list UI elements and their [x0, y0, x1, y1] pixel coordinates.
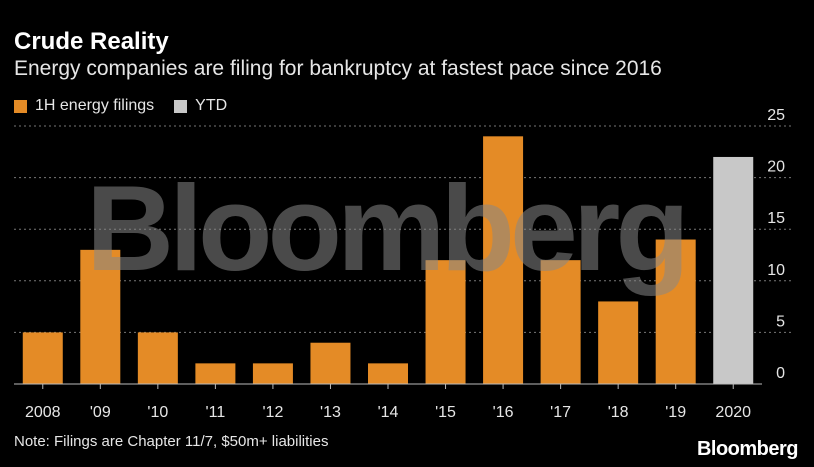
bar-11	[195, 363, 236, 384]
bar-15	[425, 260, 466, 384]
y-tick-label: 25	[767, 107, 785, 124]
y-tick-label: 10	[767, 262, 785, 279]
x-tick-label: '09	[90, 404, 111, 421]
legend: 1H energy filings YTD	[14, 97, 247, 115]
x-tick-label: '19	[665, 404, 686, 421]
bar-12	[252, 363, 293, 384]
bar-18	[598, 301, 639, 384]
bar-17	[540, 260, 581, 384]
bar-16	[483, 136, 524, 384]
x-tick-label: 2008	[25, 404, 61, 421]
bar-09	[80, 249, 121, 384]
x-tick-label: '17	[550, 404, 571, 421]
y-tick-label: 5	[776, 313, 785, 330]
y-tick-label: 15	[767, 210, 785, 227]
x-tick-label: '13	[320, 404, 341, 421]
x-tick-label: '11	[206, 404, 226, 421]
y-tick-label: 20	[767, 159, 785, 176]
bar-14	[368, 363, 408, 384]
x-tick-label: 2020	[715, 404, 751, 421]
chart-title: Crude Reality	[14, 28, 169, 55]
legend-swatch-1h	[14, 99, 27, 113]
bar-13	[310, 342, 351, 384]
bar-10	[137, 332, 178, 384]
x-tick-label: '16	[493, 404, 514, 421]
bar-2008	[22, 332, 63, 384]
x-tick-label: '12	[262, 404, 283, 421]
x-tick-label: '14	[378, 404, 399, 421]
x-tick-label: '18	[608, 404, 629, 421]
chart-note: Note: Filings are Chapter 11/7, $50m+ li…	[14, 433, 329, 450]
x-tick-label: '10	[147, 404, 168, 421]
y-tick-label: 0	[776, 365, 785, 382]
x-tick-label: '15	[435, 404, 456, 421]
legend-label-1h: 1H energy filings	[35, 97, 155, 114]
bar-2020	[713, 156, 754, 384]
legend-item-ytd: YTD	[174, 97, 227, 115]
legend-label-ytd: YTD	[195, 97, 228, 114]
bar-19	[655, 239, 696, 384]
brand-logo: Bloomberg	[696, 438, 799, 460]
chart-subtitle: Energy companies are filing for bankrupt…	[14, 57, 662, 80]
legend-item-1h: 1H energy filings	[14, 97, 154, 115]
legend-swatch-ytd	[174, 99, 188, 113]
